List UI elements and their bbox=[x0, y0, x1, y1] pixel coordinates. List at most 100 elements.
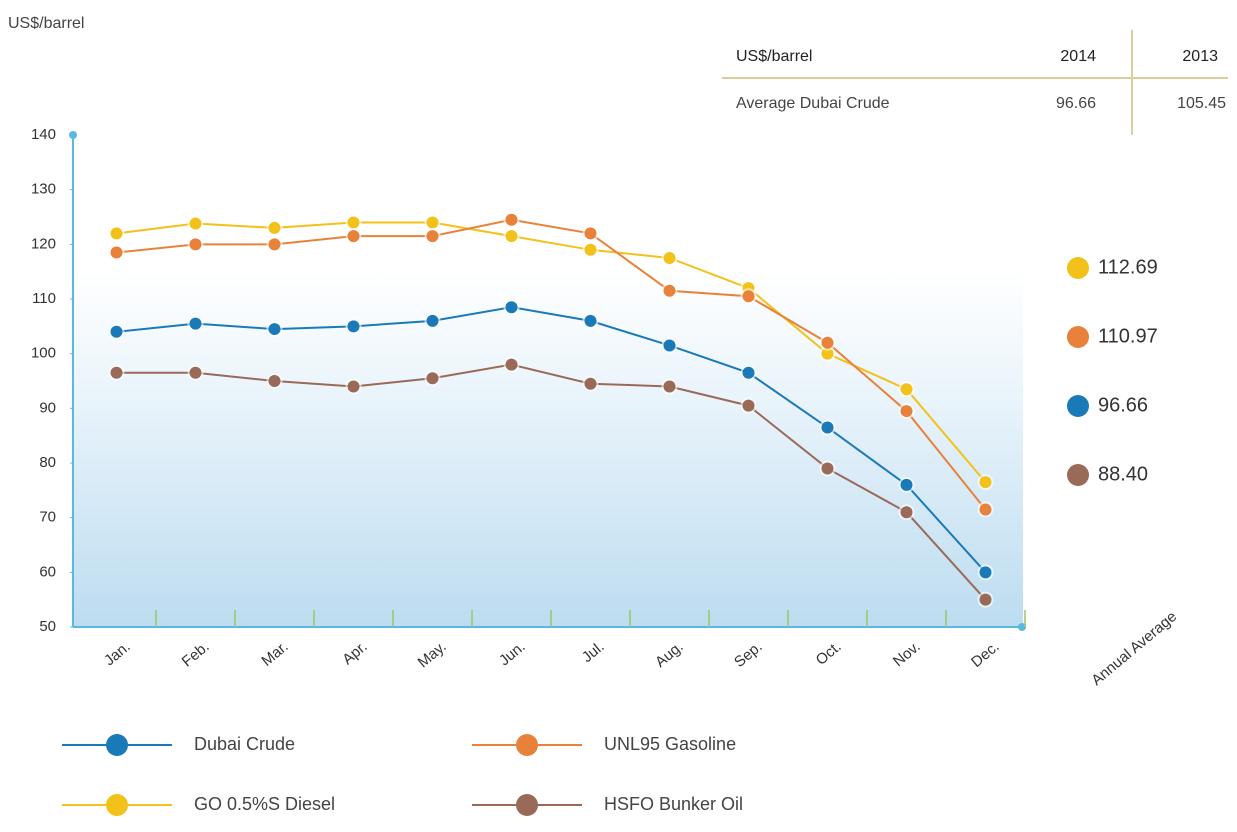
legend-label: HSFO Bunker Oil bbox=[604, 794, 743, 814]
y-tick-label: 50 bbox=[39, 618, 56, 635]
data-point bbox=[110, 366, 123, 379]
data-point bbox=[347, 216, 360, 229]
data-point bbox=[584, 243, 597, 256]
x-tick-label: Oct. bbox=[813, 638, 845, 669]
data-point bbox=[742, 366, 755, 379]
summary-table: US$/barrel 2014 2013 Average Dubai Crude… bbox=[722, 30, 1228, 135]
data-point bbox=[268, 375, 281, 387]
y-tick-label: 100 bbox=[31, 345, 56, 362]
data-point bbox=[189, 366, 202, 379]
data-point bbox=[979, 566, 992, 579]
data-point bbox=[110, 325, 123, 338]
data-point bbox=[347, 320, 360, 333]
data-point bbox=[900, 478, 913, 491]
legend-label: UNL95 Gasoline bbox=[604, 734, 736, 754]
data-point bbox=[110, 246, 123, 259]
table-header: 2014 bbox=[1060, 48, 1096, 65]
table-cell: 105.45 bbox=[1177, 95, 1226, 112]
y-tick-label: 70 bbox=[39, 509, 56, 526]
data-point bbox=[742, 290, 755, 303]
legend-marker bbox=[106, 794, 128, 816]
data-point bbox=[821, 421, 834, 434]
data-point bbox=[110, 227, 123, 240]
data-point bbox=[979, 476, 992, 489]
series-line bbox=[116, 218, 987, 511]
x-tick-label: Nov. bbox=[890, 638, 924, 670]
y-tick-label: 130 bbox=[31, 181, 56, 198]
series-line bbox=[116, 221, 987, 483]
data-point bbox=[505, 358, 518, 371]
x-tick-label: Aug. bbox=[652, 638, 687, 671]
data-point bbox=[268, 221, 281, 234]
x-tick-label: Jan. bbox=[101, 638, 134, 669]
average-label: 110.97 bbox=[1098, 325, 1158, 347]
x-tick-label: Jun. bbox=[496, 638, 529, 669]
data-point bbox=[821, 462, 834, 475]
data-point bbox=[979, 593, 992, 606]
data-point bbox=[268, 323, 281, 336]
data-point bbox=[900, 405, 913, 418]
x-tick-label: Sep. bbox=[731, 638, 766, 671]
data-point bbox=[426, 314, 439, 327]
y-axis-label: US$/barrel bbox=[8, 15, 84, 32]
legend-marker bbox=[106, 734, 128, 756]
table-header: 2013 bbox=[1182, 48, 1218, 65]
x-tick-label: Annual Average bbox=[1088, 608, 1180, 689]
axis-end bbox=[1018, 623, 1026, 631]
data-point bbox=[584, 377, 597, 390]
x-tick-label: Jul. bbox=[579, 638, 608, 666]
legend-marker bbox=[516, 794, 538, 816]
table-header: US$/barrel bbox=[736, 48, 812, 65]
data-point bbox=[821, 336, 834, 349]
data-point bbox=[900, 506, 913, 519]
x-tick-label: Dec. bbox=[968, 638, 1003, 671]
average-marker bbox=[1067, 326, 1089, 348]
average-label: 96.66 bbox=[1098, 394, 1148, 416]
y-tick-label: 90 bbox=[39, 399, 56, 416]
data-point bbox=[347, 380, 360, 393]
data-point bbox=[979, 503, 992, 516]
data-point bbox=[426, 216, 439, 229]
average-label: 112.69 bbox=[1098, 256, 1158, 278]
data-point bbox=[505, 301, 518, 314]
legend-label: GO 0.5%S Diesel bbox=[194, 794, 335, 814]
data-point bbox=[584, 314, 597, 327]
y-tick-label: 140 bbox=[31, 126, 56, 143]
x-tick-label: May. bbox=[415, 638, 450, 671]
data-point bbox=[505, 213, 518, 226]
legend-label: Dubai Crude bbox=[194, 734, 295, 754]
data-point bbox=[821, 347, 834, 360]
data-point bbox=[347, 230, 360, 243]
data-point bbox=[189, 238, 202, 251]
data-point bbox=[189, 217, 202, 230]
data-point bbox=[505, 230, 518, 243]
data-point bbox=[900, 383, 913, 396]
legend-marker bbox=[516, 734, 538, 756]
average-marker bbox=[1067, 395, 1089, 417]
data-point bbox=[584, 227, 597, 240]
data-point bbox=[663, 339, 676, 352]
table-cell: 96.66 bbox=[1056, 95, 1096, 112]
data-point bbox=[189, 317, 202, 330]
y-tick-label: 60 bbox=[39, 563, 56, 580]
series-line bbox=[116, 363, 987, 601]
data-point bbox=[663, 380, 676, 393]
data-point bbox=[426, 372, 439, 385]
series-line bbox=[116, 306, 987, 574]
y-tick-label: 80 bbox=[39, 454, 56, 471]
data-point bbox=[742, 399, 755, 412]
average-marker bbox=[1067, 464, 1089, 486]
data-point bbox=[663, 284, 676, 297]
data-point bbox=[426, 230, 439, 243]
y-tick-label: 110 bbox=[32, 290, 56, 307]
x-tick-label: Apr. bbox=[339, 638, 370, 668]
y-tick-label: 120 bbox=[31, 235, 56, 252]
sky-background bbox=[73, 270, 1023, 627]
table-cell: Average Dubai Crude bbox=[736, 95, 890, 112]
data-point bbox=[663, 252, 676, 264]
x-tick-label: Feb. bbox=[179, 638, 213, 670]
average-label: 88.40 bbox=[1098, 463, 1148, 485]
x-tick-label: Mar. bbox=[258, 638, 291, 670]
average-marker bbox=[1067, 257, 1089, 279]
